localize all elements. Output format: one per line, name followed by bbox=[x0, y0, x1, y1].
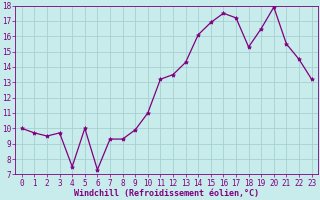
X-axis label: Windchill (Refroidissement éolien,°C): Windchill (Refroidissement éolien,°C) bbox=[74, 189, 259, 198]
